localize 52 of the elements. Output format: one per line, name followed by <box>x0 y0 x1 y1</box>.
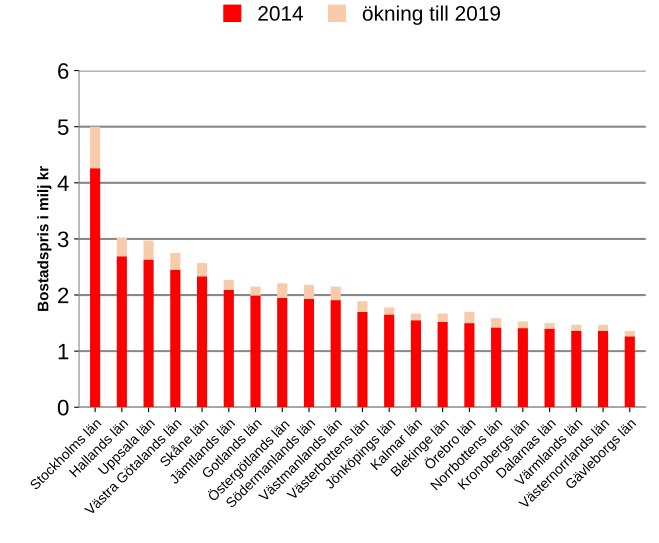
legend-label: ökning till 2019 <box>362 5 500 25</box>
bar <box>224 280 234 290</box>
bar <box>304 284 314 299</box>
bar <box>116 256 127 408</box>
bar <box>330 300 341 408</box>
bar <box>624 330 635 337</box>
bar <box>196 263 208 277</box>
y-tick-label: 0 <box>58 400 68 416</box>
bar <box>357 312 368 408</box>
bar <box>330 286 341 300</box>
bar <box>464 312 474 324</box>
bar <box>544 323 555 329</box>
y-axis-title: Bostadspris i milj kr <box>37 166 52 311</box>
bar <box>170 270 180 408</box>
bar <box>438 322 448 408</box>
bar <box>384 314 394 408</box>
bar <box>384 307 394 315</box>
y-tick-label: 2 <box>58 288 68 304</box>
bar <box>277 283 288 298</box>
bar <box>277 298 288 408</box>
bar <box>410 320 421 408</box>
y-tick-label: 6 <box>58 63 68 79</box>
bar <box>224 290 234 408</box>
bar <box>598 330 608 408</box>
bar <box>170 252 180 270</box>
bar <box>250 296 261 408</box>
bar <box>491 328 502 408</box>
bar <box>518 328 528 408</box>
y-tick-label: 4 <box>58 176 69 191</box>
y-tick-label: 1 <box>58 344 68 360</box>
bar <box>571 324 582 331</box>
bar <box>304 298 314 408</box>
bar <box>438 314 448 322</box>
bar <box>571 330 582 408</box>
bar <box>357 301 368 312</box>
bar <box>464 323 474 408</box>
y-tick-label: 5 <box>58 119 68 135</box>
bar <box>250 286 261 296</box>
bar <box>144 240 154 260</box>
bar <box>624 336 635 408</box>
bar <box>410 314 421 320</box>
bar <box>90 168 100 408</box>
bar <box>598 324 608 331</box>
bar <box>116 238 127 256</box>
bar <box>144 260 154 408</box>
y-tick-label: 3 <box>58 231 68 248</box>
bar <box>518 321 528 328</box>
bar <box>544 328 555 408</box>
legend-label: 2014 <box>258 6 304 21</box>
bar <box>90 126 100 168</box>
bar <box>196 276 208 408</box>
bar <box>491 318 502 328</box>
